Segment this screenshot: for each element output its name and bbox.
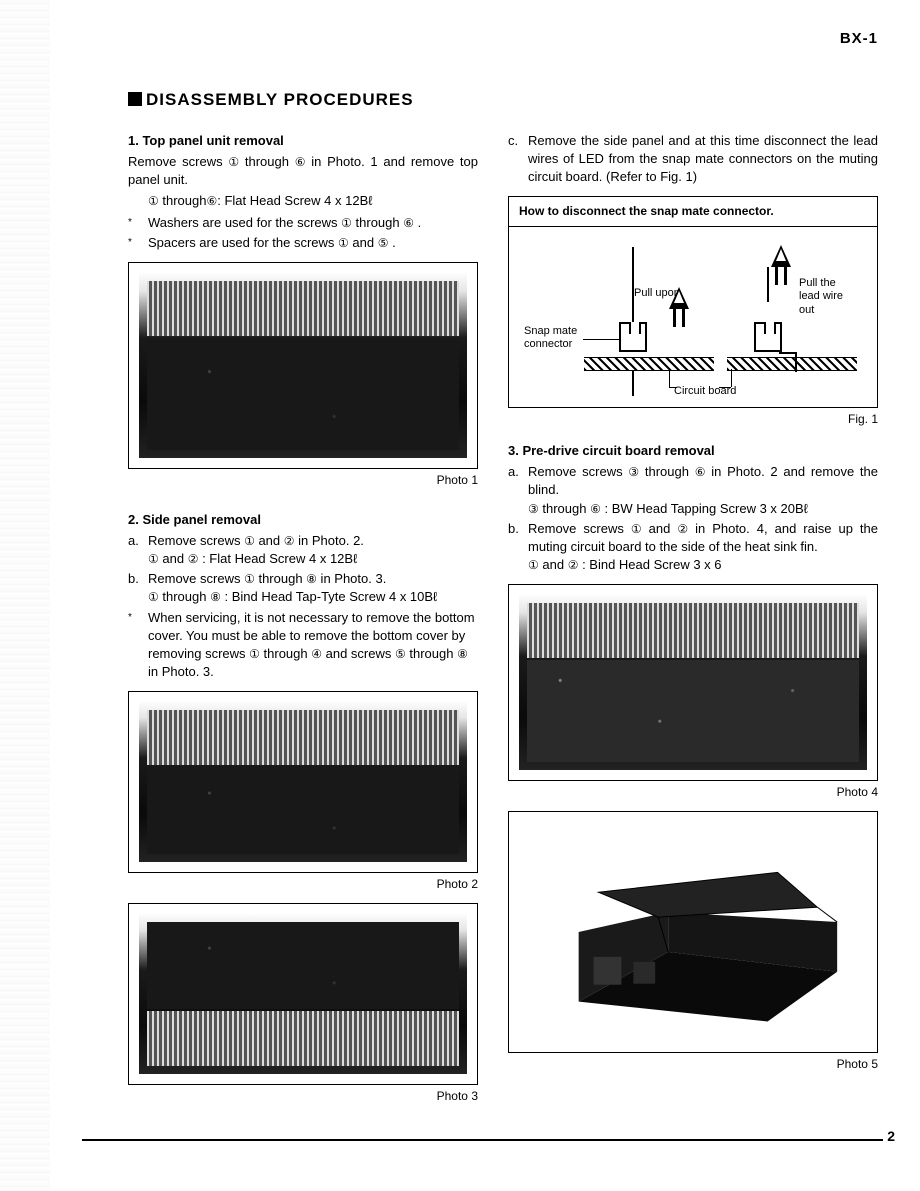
s2-item-a: a. Remove screws ① and ② in Photo. 2. ① … <box>128 532 478 568</box>
item-c: c. Remove the side panel and at this tim… <box>508 132 878 187</box>
photo-3-frame <box>128 903 478 1085</box>
photo-4-image <box>519 595 867 770</box>
label-snap-mate: Snap mate connector <box>524 325 584 351</box>
title-bullet <box>128 92 142 106</box>
photo-2-image <box>139 702 467 862</box>
photo-5-caption: Photo 5 <box>508 1056 878 1073</box>
photo-5-frame <box>508 811 878 1053</box>
s1-asterisk-1: * Washers are used for the screws ① thro… <box>128 214 478 232</box>
scan-noise <box>0 0 50 1191</box>
photo-5-svg <box>519 822 867 1042</box>
photo-1-image <box>139 273 467 458</box>
fig-1-caption: Fig. 1 <box>508 411 878 428</box>
circled-6: ⑥ <box>295 154 306 171</box>
section-2-head: 2. Side panel removal <box>128 511 478 529</box>
s2-note: * When servicing, it is not necessary to… <box>128 609 478 682</box>
s3-item-a: a. Remove screws ③ through ⑥ in Photo. 2… <box>508 463 878 518</box>
label-pull-out: Pull the lead wire out <box>799 277 859 317</box>
photo-3-caption: Photo 3 <box>128 1088 478 1105</box>
model-number: BX-1 <box>840 28 878 49</box>
photo-1-caption: Photo 1 <box>128 472 478 489</box>
connector-left <box>619 322 647 352</box>
arrow-up-right <box>771 245 791 285</box>
title-text: DISASSEMBLY PROCEDURES <box>146 90 414 109</box>
photo-3-image <box>139 914 467 1074</box>
photo-2-caption: Photo 2 <box>128 876 478 893</box>
photo-2-frame <box>128 691 478 873</box>
board-hatch-left <box>584 357 714 371</box>
footer-rule <box>82 1139 895 1141</box>
s2-item-b: b. Remove screws ① through ⑧ in Photo. 3… <box>128 570 478 606</box>
circled-1: ① <box>228 154 239 171</box>
right-column: c. Remove the side panel and at this tim… <box>508 132 878 1115</box>
page-title: DISASSEMBLY PROCEDURES <box>128 88 880 112</box>
page-number: 2 <box>883 1127 895 1147</box>
photo-1-frame <box>128 262 478 469</box>
connector-right <box>754 322 782 352</box>
fig-1-diagram: Snap mate connector Pull upon Pull the l… <box>509 227 877 407</box>
section-1-head: 1. Top panel unit removal <box>128 132 478 150</box>
arrow-up-left <box>669 287 689 327</box>
board-hatch-right <box>727 357 857 371</box>
content-columns: 1. Top panel unit removal Remove screws … <box>50 132 880 1115</box>
fig-1-title: How to disconnect the snap mate connecto… <box>509 197 877 227</box>
s3-item-b: b. Remove screws ① and ② in Photo. 4, an… <box>508 520 878 575</box>
photo-4-caption: Photo 4 <box>508 784 878 801</box>
s1-line1: ① through⑥: Flat Head Screw 4 x 12Bℓ <box>148 192 478 210</box>
section-1-sublist: ① through⑥: Flat Head Screw 4 x 12Bℓ <box>128 192 478 210</box>
section-1-intro: Remove screws ① through ⑥ in Photo. 1 an… <box>128 153 478 189</box>
left-column: 1. Top panel unit removal Remove screws … <box>128 132 478 1115</box>
photo-5-image <box>519 822 867 1042</box>
section-3-head: 3. Pre-drive circuit board removal <box>508 442 878 460</box>
photo-4-frame <box>508 584 878 781</box>
s1-asterisk-2: * Spacers are used for the screws ① and … <box>128 234 478 252</box>
fig-1-frame: How to disconnect the snap mate connecto… <box>508 196 878 408</box>
